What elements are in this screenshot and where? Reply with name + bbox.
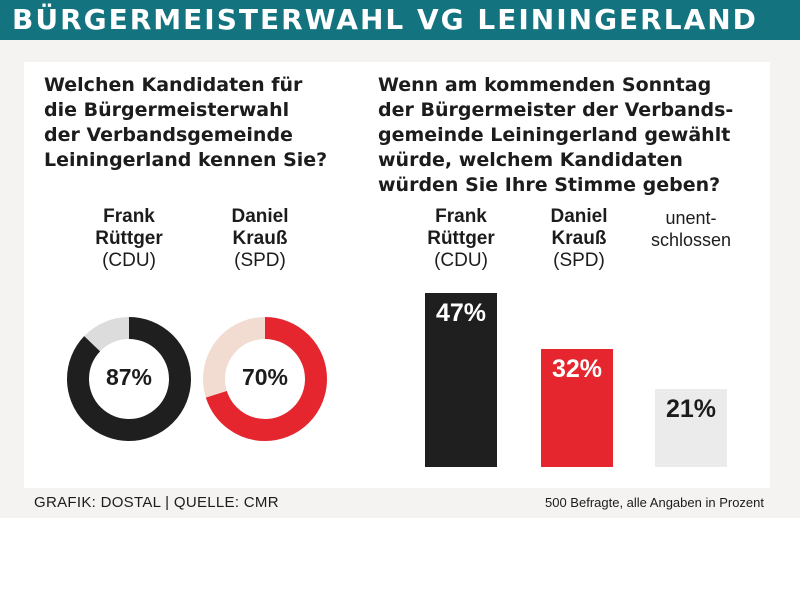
- bar: [425, 293, 497, 467]
- candidate-party: (SPD): [553, 250, 605, 271]
- candidate-name: Frank Rüttger: [427, 206, 495, 249]
- vote-question: Wenn am kommenden Sonntag der Bürgermeis…: [378, 74, 734, 196]
- candidate-name: Daniel Krauß: [231, 206, 289, 249]
- header-banner: BÜRGERMEISTERWAHL VG LEININGERLAND: [0, 0, 800, 40]
- bar-value-label: 47%: [435, 299, 487, 328]
- donut-value-segment: [203, 317, 327, 441]
- donut-value-label: 70%: [241, 364, 289, 390]
- bar: [541, 348, 613, 467]
- page-title: BÜRGERMEISTERWAHL VG LEININGERLAND: [12, 3, 758, 36]
- candidate-party: (SPD): [234, 250, 286, 271]
- bar-value-label: 21%: [665, 395, 717, 424]
- donut-value-segment: [67, 317, 191, 441]
- donut-chart-krauss: [203, 317, 327, 441]
- candidate-name: Frank Rüttger: [95, 206, 163, 249]
- donut-value-label: 87%: [105, 364, 153, 390]
- donut-chart-ruettger: [67, 317, 191, 441]
- candidate-party: (CDU): [102, 250, 156, 271]
- bar-value-label: 32%: [551, 354, 603, 383]
- candidate-name: Daniel Krauß: [550, 206, 608, 249]
- donut-candidate-label: Frank Rüttger (CDU): [74, 206, 184, 272]
- awareness-question: Welchen Kandidaten für die Bürgermeister…: [44, 74, 328, 171]
- bar: [655, 389, 727, 467]
- donut-candidate-label: Daniel Krauß (SPD): [205, 206, 315, 272]
- bar-category-label: Daniel Krauß (SPD): [524, 206, 634, 272]
- candidate-party: (CDU): [434, 250, 488, 271]
- footnote: 500 Befragte, alle Angaben in Prozent: [545, 495, 764, 510]
- bar-category-label: Frank Rüttger (CDU): [406, 206, 516, 272]
- undecided-label: unent- schlossen: [650, 208, 732, 250]
- credit-line: GRAFIK: DOSTAL | QUELLE: CMR: [34, 494, 279, 511]
